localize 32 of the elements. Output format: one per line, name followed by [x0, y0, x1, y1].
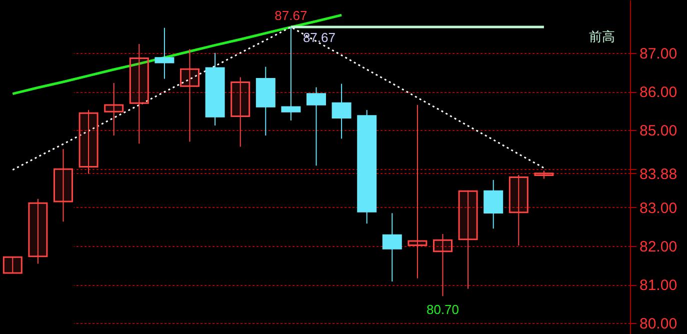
annotation: 87.67	[274, 8, 308, 24]
y-tick-label: 82.00	[640, 238, 678, 256]
candlestick	[180, 48, 200, 142]
y-tick-label: 83.88	[640, 166, 678, 183]
candlestick	[382, 212, 402, 282]
candlestick	[28, 198, 48, 264]
candlestick	[534, 170, 554, 180]
line-series	[12, 26, 545, 171]
candlestick	[433, 233, 452, 297]
candlestick	[154, 27, 174, 80]
candlestick	[458, 190, 478, 290]
y-tick-label: 87.00	[640, 45, 678, 62]
candlestick	[78, 110, 98, 174]
candlestick	[508, 174, 528, 246]
y-tick-label: 81.00	[640, 277, 678, 294]
candlestick	[306, 86, 326, 166]
annotation: 87.67	[302, 30, 336, 46]
candlestick	[54, 148, 73, 222]
candlestick	[129, 44, 149, 144]
candlestick	[484, 179, 504, 230]
y-tick-label: 83.00	[640, 200, 678, 217]
candlestick	[2, 256, 22, 274]
candlestick	[281, 26, 301, 121]
y-tick-label: 86.00	[640, 84, 678, 102]
candlestick	[230, 76, 250, 148]
candlestick	[104, 82, 124, 136]
candlestick	[332, 83, 352, 140]
annotation: 80.70	[426, 302, 460, 318]
text: 前高	[588, 29, 615, 44]
y-tick-label: 80.00	[640, 316, 678, 333]
y-tick-label: 85.00	[640, 122, 678, 140]
candlestick	[408, 104, 428, 279]
